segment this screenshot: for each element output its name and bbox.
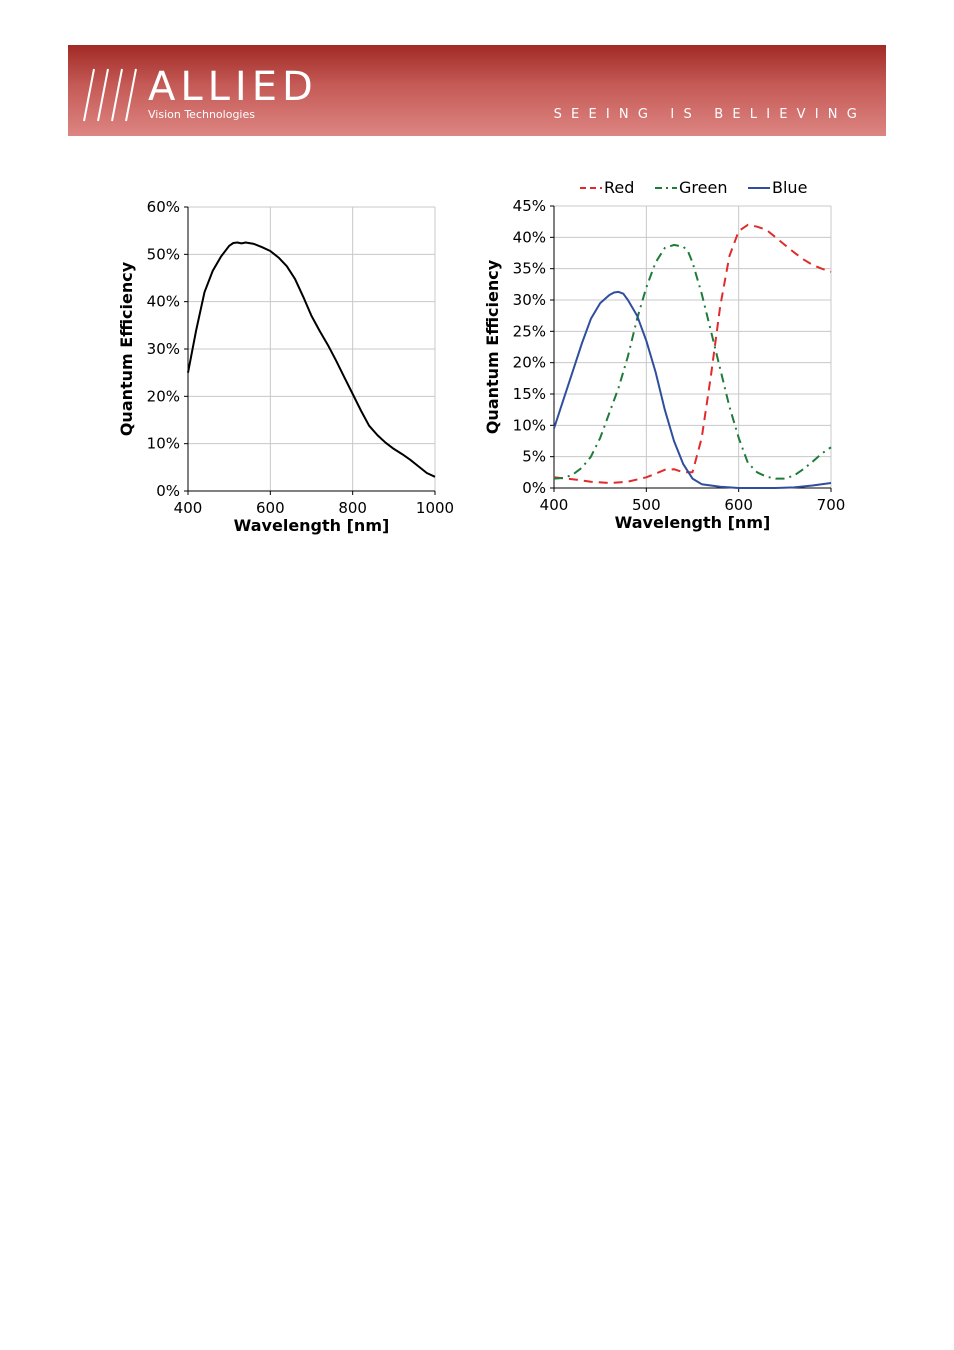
y-tick-label: 30% xyxy=(513,291,546,309)
y-tick-label: 10% xyxy=(147,435,180,453)
y-tick-label: 20% xyxy=(147,387,180,405)
y-tick-label: 0% xyxy=(156,482,180,500)
x-tick-label: 1000 xyxy=(416,499,454,517)
y-tick-label: 60% xyxy=(147,198,180,216)
allied-logo: ALLIED Vision Technologies xyxy=(80,61,340,125)
logo-slashes-icon xyxy=(83,68,137,122)
y-tick-label: 40% xyxy=(513,228,546,246)
y-tick-label: 40% xyxy=(147,293,180,311)
y-tick-label: 25% xyxy=(513,322,546,340)
y-tick-label: 0% xyxy=(522,479,546,497)
x-axis-title: Wavelength [nm] xyxy=(615,513,771,532)
logo-subtitle: Vision Technologies xyxy=(148,108,255,121)
header-banner: ALLIED Vision Technologies SEEING IS BEL… xyxy=(68,45,886,136)
x-tick-label: 400 xyxy=(174,499,203,517)
y-tick-label: 20% xyxy=(513,354,546,372)
x-tick-label: 600 xyxy=(724,496,753,514)
x-tick-label: 800 xyxy=(338,499,367,517)
legend-green-label: Green xyxy=(679,178,727,197)
legend-red-label: Red xyxy=(604,178,634,197)
y-tick-label: 30% xyxy=(147,340,180,358)
series-line-red xyxy=(553,223,832,484)
y-tick-label: 45% xyxy=(513,197,546,215)
series-line-green xyxy=(553,243,832,480)
x-axis-title: Wavelength [nm] xyxy=(234,516,390,535)
chart-mono-qe: 0% 10% 20% 30% 40% 50% 60% 400 600 800 1000 Wavelen… xyxy=(117,198,454,535)
x-tick-label: 500 xyxy=(632,496,661,514)
y-tick-label: 50% xyxy=(147,245,180,263)
x-tick-label: 400 xyxy=(540,496,569,514)
series-line-0 xyxy=(187,241,436,478)
y-tick-label: 5% xyxy=(522,448,546,466)
series-line-blue xyxy=(553,290,832,489)
y-tick-label: 10% xyxy=(513,416,546,434)
y-axis-title: Quantum Efficiency xyxy=(483,259,502,434)
tagline: SEEING IS BELIEVING xyxy=(553,107,866,122)
y-axis-title: Quantum Efficiency xyxy=(117,261,136,436)
chart-color-qe: 0% 5% 10% 15% 20% 25% 30% 35% 40% 45% 400 500 600 700… xyxy=(483,178,846,532)
x-tick-label: 700 xyxy=(817,496,846,514)
y-tick-label: 35% xyxy=(513,260,546,278)
y-tick-label: 15% xyxy=(513,385,546,403)
legend-blue-label: Blue xyxy=(772,178,807,197)
x-tick-label: 600 xyxy=(256,499,285,517)
logo-wordmark: ALLIED xyxy=(148,64,318,110)
